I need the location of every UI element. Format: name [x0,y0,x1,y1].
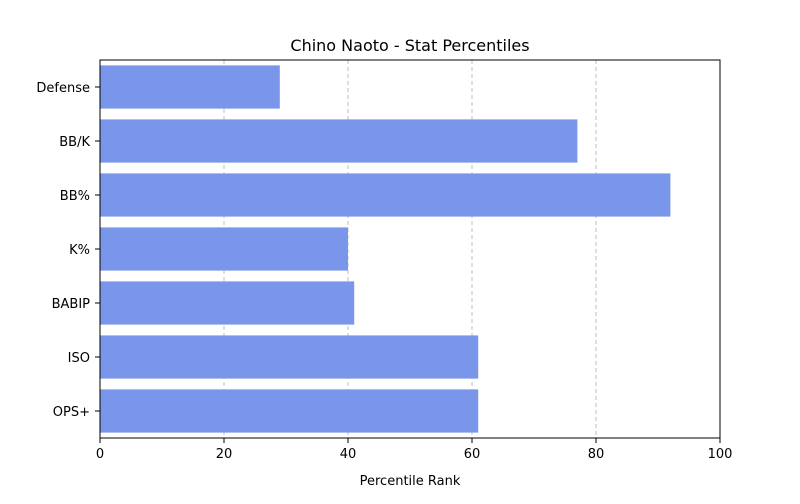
bar [100,227,348,271]
x-tick-label: 60 [464,447,481,462]
y-tick-label: BABIP [52,297,91,312]
y-tick-label: Defense [36,81,90,96]
x-tick-label: 80 [588,447,605,462]
y-tick-label: BB% [60,189,90,204]
bar [100,173,671,217]
bar [100,335,479,379]
y-tick-label: OPS+ [53,405,90,420]
chart-title: Chino Naoto - Stat Percentiles [290,36,529,55]
bar [100,119,578,163]
x-ticks: 0 20 40 60 80 100 [96,438,733,462]
x-tick-label: 40 [340,447,357,462]
x-tick-label: 20 [216,447,233,462]
bars-layer [100,65,671,433]
bar [100,65,280,109]
x-axis-label: Percentile Rank [360,474,461,489]
y-ticks: OPS+ ISO BABIP K% BB% BB/K Defense [36,81,100,420]
y-tick-label: ISO [68,351,90,366]
y-tick-label: K% [69,243,90,258]
x-tick-label: 0 [96,447,104,462]
x-tick-label: 100 [708,447,733,462]
bar [100,389,479,433]
y-tick-label: BB/K [59,135,90,150]
bar [100,281,355,325]
